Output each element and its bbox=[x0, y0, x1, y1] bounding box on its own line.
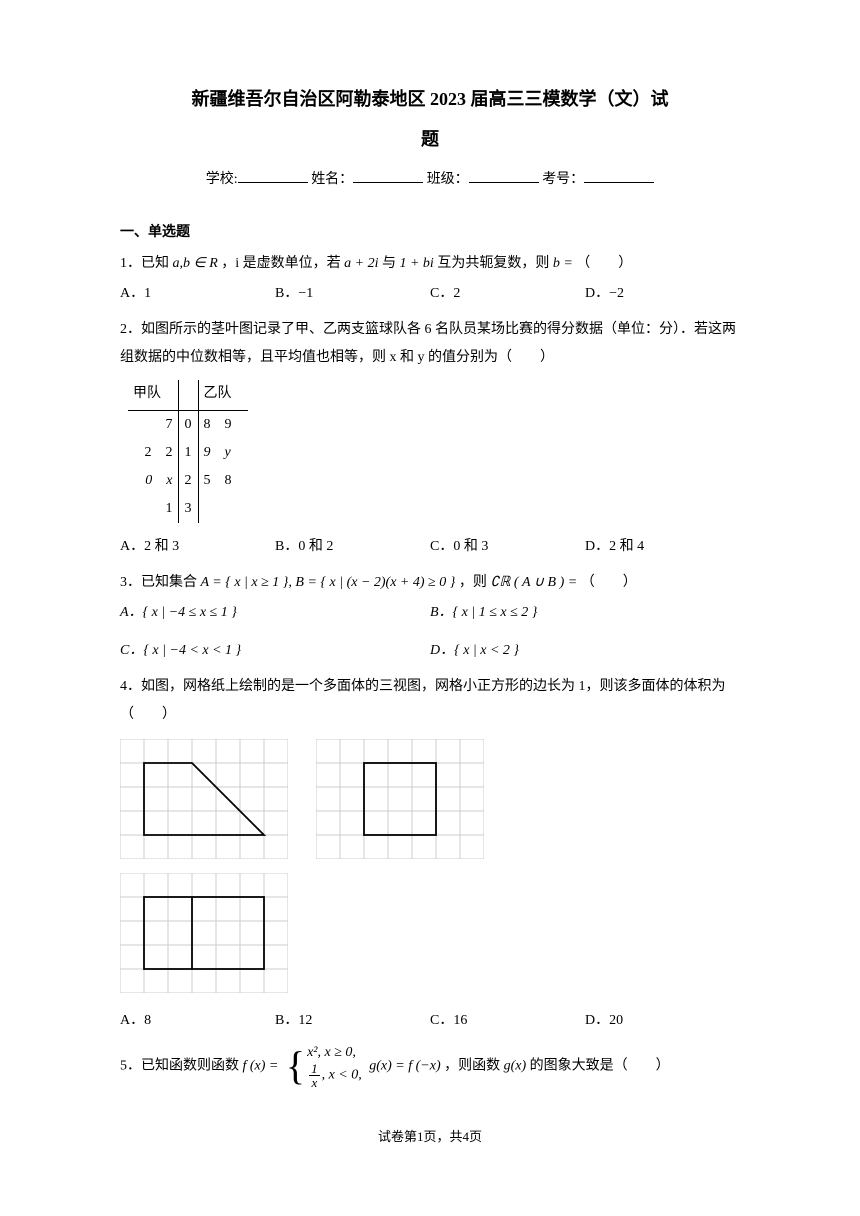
three-view-figures-row2 bbox=[120, 873, 740, 993]
q3-text-b: ，则 bbox=[459, 575, 487, 590]
title-line-1: 新疆维吾尔自治区阿勒泰地区 2023 届高三三模数学（文）试 bbox=[192, 89, 669, 109]
question-3: 3．已知集合 A = { x | x ≥ 1 }, B = { x | (x −… bbox=[120, 569, 740, 665]
page-footer: 试卷第1页，共4页 bbox=[120, 1125, 740, 1148]
stemleaf-header-stem bbox=[178, 380, 198, 411]
q3-text-c: （ ） bbox=[581, 575, 637, 590]
q5-text-b: ，则函数 bbox=[444, 1058, 500, 1073]
fraction: 1 x bbox=[309, 1062, 320, 1089]
q1-text-a: 1．已知 bbox=[120, 256, 169, 271]
stemleaf-left: 1 bbox=[128, 495, 178, 523]
q4-option-d: D．20 bbox=[585, 1007, 740, 1035]
q3-option-b: B．{ x | 1 ≤ x ≤ 2 } bbox=[430, 599, 740, 627]
fraction-den: x bbox=[309, 1076, 319, 1089]
exam-title: 新疆维吾尔自治区阿勒泰地区 2023 届高三三模数学（文）试 题 bbox=[120, 80, 740, 159]
q1-options: A．1 B．−1 C．2 D．−2 bbox=[120, 280, 740, 308]
q3-text-a: 3．已知集合 bbox=[120, 575, 197, 590]
stemleaf-right bbox=[198, 495, 248, 523]
q3-math-a: A = { x | x ≥ 1 }, B = { x | (x − 2)(x +… bbox=[201, 575, 456, 590]
top-view bbox=[120, 873, 288, 993]
stemleaf-stem: 1 bbox=[178, 439, 198, 467]
q3-option-d: D．{ x | x < 2 } bbox=[430, 637, 740, 665]
question-2: 2．如图所示的茎叶图记录了甲、乙两支篮球队各 6 名队员某场比赛的得分数据（单位… bbox=[120, 316, 740, 561]
stemleaf-right: 8 9 bbox=[198, 410, 248, 439]
name-blank bbox=[353, 165, 423, 183]
section-header: 一、单选题 bbox=[120, 220, 740, 245]
q1-text-d: 互为共轭复数，则 bbox=[437, 256, 549, 271]
q1-text-c: 与 bbox=[382, 256, 396, 271]
q2-option-d: D．2 和 4 bbox=[585, 533, 740, 561]
q5-math-c: g(x) bbox=[504, 1058, 527, 1073]
q2-options: A．2 和 3 B．0 和 2 C．0 和 3 D．2 和 4 bbox=[120, 533, 740, 561]
q1-math-b: a + 2i bbox=[344, 256, 378, 271]
stemleaf-row: 1 3 bbox=[128, 495, 248, 523]
school-label: 学校: bbox=[206, 172, 238, 187]
q1-option-d: D．−2 bbox=[585, 280, 740, 308]
stem-leaf-plot: 甲队 乙队 7 0 8 9 2 2 1 9 y 0 x 2 5 8 1 3 bbox=[128, 380, 248, 523]
stemleaf-row: 0 x 2 5 8 bbox=[128, 467, 248, 495]
stemleaf-header-right: 乙队 bbox=[198, 380, 248, 411]
front-view bbox=[120, 739, 288, 859]
q4-option-a: A．8 bbox=[120, 1007, 275, 1035]
q1-math-d: b = bbox=[553, 256, 573, 271]
q5-text-a: 5．已知函数则函数 bbox=[120, 1058, 239, 1073]
q3-options: A．{ x | −4 ≤ x ≤ 1 } B．{ x | 1 ≤ x ≤ 2 }… bbox=[120, 599, 740, 665]
piece-row-2: 1 x , x < 0, bbox=[307, 1062, 362, 1089]
three-view-figures bbox=[120, 739, 740, 859]
q2-option-b: B．0 和 2 bbox=[275, 533, 430, 561]
stemleaf-right: 9 y bbox=[198, 439, 248, 467]
question-5: 5．已知函数则函数 f (x) = { x², x ≥ 0, 1 x , x <… bbox=[120, 1043, 740, 1090]
stemleaf-left: 7 bbox=[128, 410, 178, 439]
q4-option-b: B．12 bbox=[275, 1007, 430, 1035]
q3-option-c: C．{ x | −4 < x < 1 } bbox=[120, 637, 430, 665]
q1-math-a: a,b ∈ R bbox=[173, 256, 218, 271]
side-view bbox=[316, 739, 484, 859]
q5-math-a: f (x) = bbox=[243, 1058, 279, 1073]
stemleaf-row: 7 0 8 9 bbox=[128, 410, 248, 439]
question-4: 4．如图，网格纸上绘制的是一个多面体的三视图，网格小正方形的边长为 1，则该多面… bbox=[120, 673, 740, 1035]
examno-label: 考号： bbox=[542, 172, 584, 187]
q2-option-c: C．0 和 3 bbox=[430, 533, 585, 561]
stemleaf-left: 2 2 bbox=[128, 439, 178, 467]
name-label: 姓名： bbox=[311, 172, 353, 187]
q1-option-c: C．2 bbox=[430, 280, 585, 308]
q1-math-c: 1 + bi bbox=[399, 256, 433, 271]
stemleaf-right: 5 8 bbox=[198, 467, 248, 495]
q2-text: 2．如图所示的茎叶图记录了甲、乙两支篮球队各 6 名队员某场比赛的得分数据（单位… bbox=[120, 322, 736, 365]
q1-text-b: ，i 是虚数单位，若 bbox=[221, 256, 340, 271]
stemleaf-stem: 2 bbox=[178, 467, 198, 495]
class-label: 班级： bbox=[427, 172, 469, 187]
fraction-num: 1 bbox=[309, 1062, 320, 1076]
left-brace-icon: { bbox=[286, 1046, 305, 1086]
q5-math-b: g(x) = f (−x) bbox=[369, 1058, 440, 1073]
stemleaf-row: 2 2 1 9 y bbox=[128, 439, 248, 467]
question-1: 1．已知 a,b ∈ R ，i 是虚数单位，若 a + 2i 与 1 + bi … bbox=[120, 250, 740, 308]
piecewise-function: { x², x ≥ 0, 1 x , x < 0, bbox=[286, 1043, 362, 1090]
stemleaf-header-left: 甲队 bbox=[128, 380, 178, 411]
piece-row-1: x², x ≥ 0, bbox=[307, 1043, 362, 1063]
q1-option-a: A．1 bbox=[120, 280, 275, 308]
piece2-tail: , x < 0, bbox=[322, 1068, 362, 1083]
q3-option-a: A．{ x | −4 ≤ x ≤ 1 } bbox=[120, 599, 430, 627]
q2-option-a: A．2 和 3 bbox=[120, 533, 275, 561]
class-blank bbox=[469, 165, 539, 183]
school-blank bbox=[238, 165, 308, 183]
q4-option-c: C．16 bbox=[430, 1007, 585, 1035]
q5-text-c: 的图象大致是（ ） bbox=[530, 1058, 670, 1073]
stemleaf-left: 0 x bbox=[128, 467, 178, 495]
title-line-2: 题 bbox=[421, 129, 439, 149]
stemleaf-stem: 3 bbox=[178, 495, 198, 523]
q4-options: A．8 B．12 C．16 D．20 bbox=[120, 1007, 740, 1035]
q3-math-b: ∁ℝ ( A ∪ B ) = bbox=[490, 575, 577, 590]
student-info-line: 学校: 姓名： 班级： 考号： bbox=[120, 165, 740, 192]
q1-text-e: （ ） bbox=[576, 256, 632, 271]
examno-blank bbox=[584, 165, 654, 183]
q4-text: 4．如图，网格纸上绘制的是一个多面体的三视图，网格小正方形的边长为 1，则该多面… bbox=[120, 679, 726, 722]
q1-option-b: B．−1 bbox=[275, 280, 430, 308]
stemleaf-stem: 0 bbox=[178, 410, 198, 439]
